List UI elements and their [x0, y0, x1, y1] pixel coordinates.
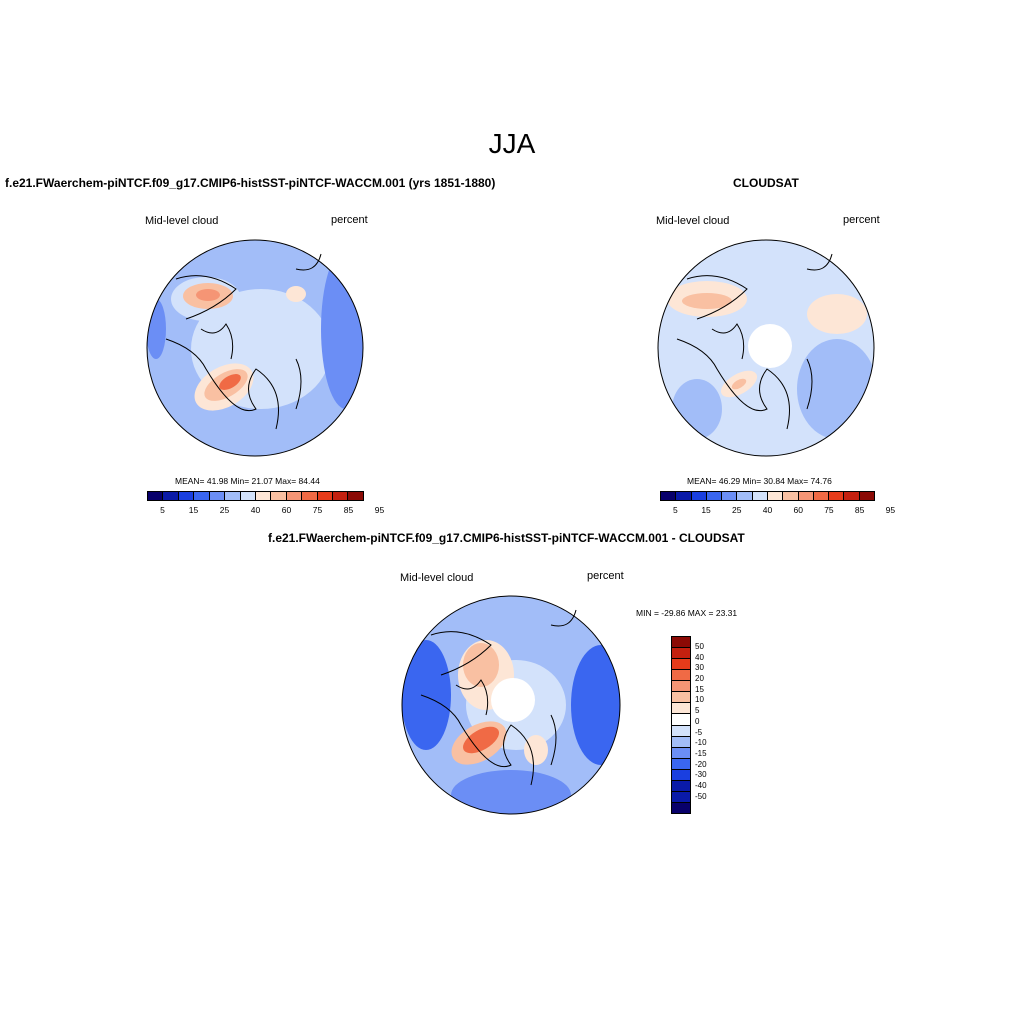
model-colorbar-ticks: 5 15 25 40 60 75 85 95: [0, 505, 1024, 517]
colorbar-swatch: [829, 492, 845, 500]
colorbar-tick-label: -15: [695, 748, 707, 758]
colorbar-tick-label: 40: [762, 505, 773, 515]
colorbar-swatch: [672, 692, 690, 704]
colorbar-tick-label: 30: [695, 663, 704, 673]
colorbar-swatch: [672, 802, 690, 813]
colorbar-tick-label: 5: [672, 505, 678, 515]
colorbar-swatch: [333, 492, 349, 500]
colorbar-tick-label: -5: [695, 727, 703, 737]
obs-panel-title: CLOUDSAT: [733, 176, 799, 190]
colorbar-tick-label: 95: [374, 505, 385, 515]
colorbar-swatch: [286, 492, 303, 500]
colorbar-swatch: [194, 492, 210, 500]
obs-colorbar-ticks: 5 15 25 40 60 75 85 95: [0, 505, 1024, 517]
colorbar-tick-label: 95: [885, 505, 896, 515]
model-colorbar: [147, 491, 364, 501]
season-title: JJA: [488, 128, 536, 159]
colorbar-swatch: [672, 648, 690, 660]
obs-polar-map: [657, 239, 875, 457]
colorbar-swatch: [672, 670, 690, 682]
colorbar-tick-label: -10: [695, 738, 707, 748]
diff-colorbar: [671, 636, 691, 814]
colorbar-swatch: [672, 791, 690, 803]
colorbar-swatch: [672, 725, 690, 737]
colorbar-swatch: [783, 492, 799, 500]
colorbar-swatch: [722, 492, 738, 500]
colorbar-tick-label: 85: [854, 505, 865, 515]
colorbar-tick-label: 5: [695, 706, 700, 716]
colorbar-tick-label: 40: [695, 652, 704, 662]
colorbar-swatch: [672, 736, 690, 748]
obs-units-label: percent: [843, 214, 880, 226]
colorbar-swatch: [661, 492, 677, 500]
colorbar-tick-label: 60: [793, 505, 803, 515]
colorbar-tick-label: 25: [732, 505, 742, 515]
diff-polar-map: [401, 595, 621, 815]
colorbar-swatch: [163, 492, 179, 500]
colorbar-tick-label: 5: [160, 505, 165, 515]
colorbar-swatch: [672, 747, 690, 759]
colorbar-swatch: [240, 492, 256, 500]
colorbar-swatch: [676, 492, 692, 500]
colorbar-tick-label: 15: [701, 505, 711, 515]
colorbar-tick-label: 40: [250, 505, 261, 515]
colorbar-swatch: [209, 492, 226, 500]
colorbar-swatch: [317, 492, 334, 500]
colorbar-tick-label: 75: [824, 505, 834, 515]
colorbar-swatch: [672, 780, 690, 792]
colorbar-swatch: [672, 681, 690, 693]
colorbar-swatch: [859, 492, 874, 500]
colorbar-swatch: [767, 492, 784, 500]
diff-minmax: MIN = -29.86 MAX = 23.31: [636, 608, 738, 618]
diff-variable-label: Mid-level cloud: [400, 572, 474, 584]
colorbar-tick-label: -50: [695, 791, 707, 801]
model-variable-label: Mid-level cloud: [145, 215, 219, 227]
obs-variable-label: Mid-level cloud: [656, 215, 730, 227]
colorbar-swatch: [691, 492, 707, 500]
colorbar-swatch: [348, 492, 363, 500]
colorbar-swatch: [672, 769, 690, 781]
model-units-label: percent: [331, 214, 368, 226]
colorbar-swatch: [813, 492, 830, 500]
colorbar-swatch: [672, 637, 690, 649]
diff-units-label: percent: [587, 570, 624, 582]
colorbar-swatch: [737, 492, 753, 500]
colorbar-tick-label: 15: [695, 684, 704, 694]
model-panel-title: f.e21.FWaerchem-piNTCF.f09_g17.CMIP6-his…: [5, 176, 496, 190]
colorbar-tick-label: 10: [695, 695, 704, 705]
obs-stats: MEAN= 46.29 Min= 30.84 Max= 74.76: [687, 476, 832, 486]
colorbar-swatch: [148, 492, 164, 500]
colorbar-tick-label: -20: [695, 759, 707, 769]
colorbar-tick-label: 25: [219, 505, 230, 515]
colorbar-swatch: [798, 492, 814, 500]
model-polar-map: [146, 239, 364, 457]
colorbar-swatch: [255, 492, 272, 500]
colorbar-tick-label: 20: [695, 674, 704, 684]
colorbar-swatch: [225, 492, 241, 500]
colorbar-swatch: [178, 492, 195, 500]
diff-colorbar-ticks: 50 40 30 20 15 10 5 0 -5 -10 -15 -20 -30 -40 -50: [695, 642, 735, 802]
colorbar-swatch: [271, 492, 287, 500]
colorbar-swatch: [706, 492, 723, 500]
colorbar-swatch: [672, 659, 690, 671]
colorbar-tick-label: 0: [695, 716, 700, 726]
colorbar-swatch: [672, 703, 690, 715]
colorbar-tick-label: 50: [695, 642, 704, 651]
colorbar-tick-label: 15: [188, 505, 199, 515]
colorbar-tick-label: -30: [695, 770, 707, 780]
model-stats: MEAN= 41.98 Min= 21.07 Max= 84.44: [175, 476, 320, 486]
colorbar-swatch: [844, 492, 860, 500]
colorbar-tick-label: 75: [312, 505, 323, 515]
colorbar-swatch: [302, 492, 318, 500]
colorbar-swatch: [672, 714, 690, 726]
obs-colorbar: [660, 491, 875, 501]
colorbar-swatch: [672, 758, 690, 770]
colorbar-swatch: [752, 492, 768, 500]
colorbar-tick-label: -40: [695, 780, 707, 790]
colorbar-tick-label: 60: [281, 505, 292, 515]
colorbar-tick-label: 85: [343, 505, 354, 515]
diff-panel-title: f.e21.FWaerchem-piNTCF.f09_g17.CMIP6-his…: [268, 531, 745, 545]
